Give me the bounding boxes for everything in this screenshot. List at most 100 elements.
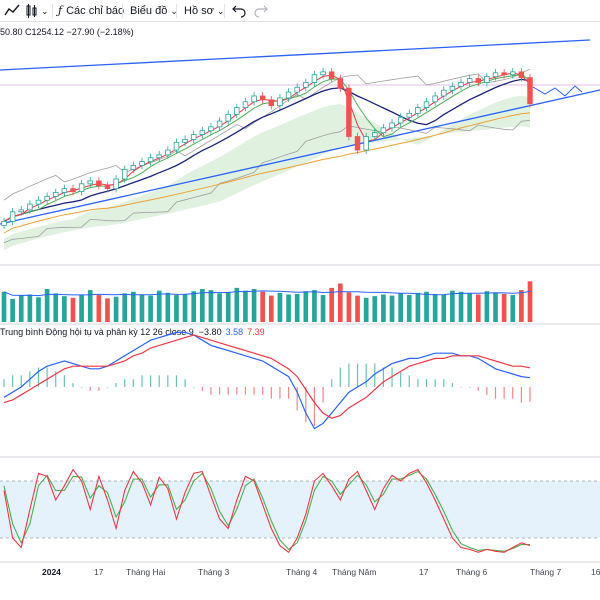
volume-bar (217, 293, 222, 322)
macd-histogram-bar (331, 379, 333, 387)
candle-body (285, 91, 292, 99)
macd-histogram-bar (460, 387, 462, 388)
volume-bar (182, 293, 188, 322)
time-axis-label: 17 (94, 567, 104, 577)
macd-histogram-bar (529, 387, 531, 402)
volume-bar (87, 290, 93, 322)
volume-bar (131, 291, 136, 322)
macd-histogram-bar (218, 387, 221, 395)
profile-menu-button[interactable]: Hồ sơ ⌄ (184, 3, 224, 19)
volume-bar (424, 291, 429, 322)
time-axis: 2024 17 Tháng Hai Tháng 3 Tháng 4 Tháng Năm 17… (42, 567, 600, 577)
candle-body (251, 95, 257, 103)
candle-body (303, 82, 309, 88)
candle-body (311, 74, 318, 83)
macd-histogram-bar (434, 379, 436, 387)
macd-histogram-bar (279, 387, 281, 399)
undo-icon[interactable] (232, 3, 246, 19)
candle-body (363, 136, 369, 151)
chart-menu-button[interactable]: Biểu đồ ⌄ (130, 3, 178, 19)
macd-histogram-bar (149, 375, 152, 387)
candle-body (87, 180, 93, 185)
macd-histogram-bar (210, 387, 212, 395)
candle-body (320, 71, 326, 76)
candle-body (104, 185, 111, 190)
macd-legend-line: 3.58 (226, 327, 244, 337)
macd-histogram-bar (141, 375, 143, 387)
indicators-button[interactable]: ƒ Các chỉ báo (58, 3, 124, 19)
volume-bar (36, 297, 41, 322)
volume-bar (191, 291, 197, 322)
volume-bar (467, 293, 472, 322)
volume-bar (251, 289, 257, 322)
macd-histogram-bar (477, 387, 479, 391)
macd-pane (3, 331, 531, 430)
cloud-area (4, 95, 530, 251)
volume-bar (53, 293, 59, 322)
volume-bar (346, 292, 352, 322)
candle-body (277, 97, 283, 107)
candle-body (466, 78, 473, 83)
candle-body (199, 130, 206, 135)
macd-histogram-bar (365, 363, 367, 387)
macd-histogram-bar (382, 367, 385, 387)
candle-body (78, 183, 85, 192)
macd-histogram-bar (72, 383, 74, 387)
volume-bar (18, 295, 24, 322)
volume-bar (450, 290, 455, 322)
candle-body (449, 85, 456, 91)
chart-canvas[interactable]: 50.80 C1254.12 −27.90 (−2.18%) Trung bìn… (0, 22, 600, 600)
volume-bar (113, 296, 119, 322)
macd-line (3, 331, 531, 430)
chart-type-icon[interactable] (24, 3, 38, 19)
macd-histogram-bar (322, 387, 324, 403)
volume-bar (122, 293, 128, 322)
macd-signal-line (3, 334, 531, 419)
macd-legend: Trung bình Động hội tụ và phân kỳ 12 26 … (0, 327, 265, 337)
macd-histogram-bar (37, 367, 40, 387)
candle-body (139, 161, 145, 166)
volume-bar (484, 291, 490, 322)
chevron-down-icon[interactable]: ⌄ (41, 6, 49, 16)
candle-body (346, 87, 352, 137)
volume-bar (493, 292, 498, 322)
macd-histogram-bar (374, 363, 376, 387)
line-chart-icon[interactable] (4, 3, 20, 19)
candle-body (225, 113, 231, 122)
candle-body (510, 71, 516, 76)
candle-body (432, 95, 438, 103)
macd-histogram-bar (98, 387, 100, 391)
indicators-label: Các chỉ báo (66, 5, 125, 17)
price-legend-text: 50.80 C1254.12 −27.90 (−2.18%) (0, 27, 134, 37)
macd-histogram-bar (469, 387, 471, 388)
candle-body (234, 107, 240, 115)
macd-legend-name: Trung bình Động hội tụ và phân kỳ 12 26 … (0, 327, 194, 337)
volume-bar (510, 295, 516, 322)
candle-body (294, 86, 300, 93)
time-axis-label: Tháng Hai (126, 567, 165, 577)
volume-bar (389, 295, 395, 322)
price-pane (0, 39, 600, 251)
volume-bar (432, 293, 438, 322)
redo-icon[interactable] (254, 3, 268, 19)
volume-bar (62, 296, 67, 322)
candle-body (259, 95, 266, 101)
macd-histogram-bar (417, 379, 419, 387)
candle-body (380, 127, 387, 134)
candle-body (389, 122, 395, 129)
macd-histogram-bar (115, 383, 117, 387)
toolbar-divider (122, 4, 123, 18)
candle-body (397, 116, 404, 124)
toolbar: ⌄ ƒ Các chỉ báo Biểu đồ ⌄ Hồ sơ ⌄ (0, 0, 600, 22)
volume-bar (415, 292, 421, 322)
macd-histogram-bar (81, 387, 83, 388)
macd-histogram-bar (89, 387, 91, 391)
volume-bar (501, 293, 507, 322)
macd-histogram-bar (313, 387, 316, 426)
macd-histogram-bar (236, 387, 238, 395)
candle-body (423, 101, 430, 108)
time-axis-label: Tháng 7 (530, 567, 561, 577)
candle-body (354, 136, 361, 151)
volume-ma-line (3, 290, 531, 297)
macd-legend-hist: −3.80 (199, 327, 222, 337)
